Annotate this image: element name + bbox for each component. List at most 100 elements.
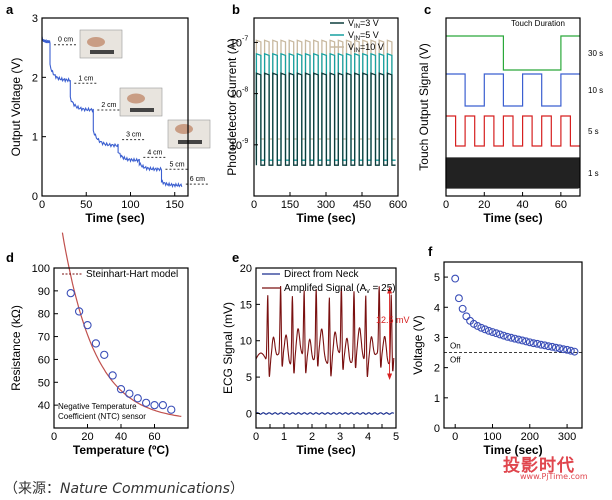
panel-f-ytick-label: 1 (434, 393, 440, 405)
panel-f-ylabel: Voltage (V) (411, 315, 425, 374)
panel-d-ytick-label: 100 (32, 263, 50, 275)
panel-a-inset-finger (175, 124, 193, 134)
panel-d-point (66, 288, 75, 298)
panel-a-inset-sensor (130, 108, 154, 112)
panel-f-point (473, 322, 482, 330)
panel-f-point (510, 334, 519, 343)
panel-e-amplified-trace (255, 285, 395, 377)
panel-b-legend-label: VIN=3 V (348, 18, 379, 30)
panel-d-point (133, 394, 142, 403)
panel-b-ytick-label: 10 (230, 140, 242, 152)
panel-a-trace (41, 36, 183, 189)
panel-f-point (551, 343, 560, 352)
panel-d-note-line2: Coefficient (NTC) sensor (58, 412, 146, 421)
panel-f-off-label: Off (450, 356, 461, 365)
panel-b-series-0 (255, 72, 396, 166)
panel-d-ytick-label: 90 (38, 286, 50, 298)
panel-f-ytick-label: 0 (434, 423, 440, 435)
panel-c-xtick-label: 60 (555, 199, 567, 211)
panel-a-distance-label: 2 cm (101, 102, 116, 109)
panel-f-ytick-label: 5 (434, 272, 440, 284)
panel-b-xlabel: Time (sec) (296, 211, 355, 225)
panel-c-ylabel: Touch Output Signal (V) (417, 43, 431, 170)
panel-d-point (167, 405, 176, 414)
panel-f-point (537, 340, 545, 349)
panel-f-point (499, 331, 508, 340)
panel-d-panel-label: d (6, 250, 14, 265)
panel-f-point (484, 326, 493, 335)
panel-d-xtick-label: 0 (51, 431, 57, 443)
panel-b-ytick-exponent: -8 (242, 87, 248, 94)
panel-f-point (522, 337, 531, 346)
panel-f-point (540, 341, 549, 350)
panel-f-ytick-label: 2 (434, 363, 440, 375)
panel-c-row-trace (446, 35, 580, 71)
panel-a-ylabel: Output Voltage (V) (9, 58, 23, 157)
panel-d-ylabel: Resistance (kΩ) (9, 305, 23, 391)
panel-f-point (507, 333, 516, 342)
panel-b-panel-label: b (232, 2, 240, 17)
panel-d-model-curve (61, 232, 182, 417)
panel-c-row-label: 10 s (588, 86, 603, 95)
panel-a-xtick-label: 100 (121, 199, 139, 211)
panel-e-xtick-label: 4 (365, 431, 371, 443)
panel-e-ytick-label: 5 (246, 372, 252, 384)
panel-f-on-label: On (450, 342, 461, 351)
panel-b-ytick-label: 10 (230, 37, 242, 49)
panel-c-xtick-label: 0 (443, 199, 449, 211)
panel-f-point (492, 329, 501, 338)
panel-f-point (563, 345, 572, 354)
panel-b-legend-label: VIN=10 V (348, 42, 384, 54)
panel-e-panel-label: e (232, 250, 239, 265)
panel-f-xlabel: Time (sec) (483, 443, 542, 457)
panel-b-xtick-label: 0 (251, 199, 257, 211)
panel-f-point (458, 304, 467, 313)
panel-e-xlabel: Time (sec) (296, 443, 355, 457)
panel-d-ytick-label: 80 (38, 309, 50, 321)
panel-c-panel-label: c (424, 2, 431, 17)
panel-a-distance-label: 1 cm (78, 75, 93, 82)
panel-f-point (451, 274, 460, 283)
panel-d-note-line1: Negative Temperature (58, 402, 137, 411)
panel-f-point (525, 338, 534, 347)
panel-a-inset-sensor (90, 50, 114, 54)
panel-c-xtick-label: 20 (478, 199, 490, 211)
panel-f-ytick-label: 3 (434, 332, 440, 344)
panel-e-xtick-label: 0 (253, 431, 259, 443)
panel-f-point (570, 347, 579, 356)
panel-a-panel-label: a (6, 2, 14, 17)
panel-c-xtick-label: 40 (516, 199, 528, 211)
panel-d-xtick-label: 60 (148, 431, 160, 443)
panel-f-point (518, 336, 527, 345)
panel-a-ytick-label: 2 (32, 72, 38, 84)
panel-f-point (503, 332, 512, 341)
panel-e-ytick-label: 10 (240, 336, 252, 348)
panel-a-distance-label: 3 cm (126, 132, 141, 139)
panel-f-point (514, 335, 523, 344)
panel-f-point (529, 339, 538, 348)
panel-a-distance-label: 4 cm (147, 149, 162, 156)
panel-a-distance-label: 0 cm (58, 37, 73, 44)
panel-a-xtick-label: 50 (80, 199, 92, 211)
panel-d-point (108, 371, 117, 380)
caption-source: Nature Communications (60, 481, 230, 497)
panel-c-xlabel: Time (sec) (483, 211, 542, 225)
panel-f-xtick-label: 0 (452, 431, 458, 443)
caption: （来源：Nature Communications） (4, 478, 244, 498)
panel-c-row-trace (445, 157, 580, 189)
panel-e-arrow-head-top (387, 286, 393, 294)
panel-f-xtick-label: 100 (483, 431, 501, 443)
panel-d-ytick-label: 40 (38, 400, 50, 412)
panel-f-point (481, 325, 489, 334)
panel-d-point (91, 339, 101, 348)
panel-e-xtick-label: 2 (309, 431, 315, 443)
panel-e-ytick-label: 15 (240, 299, 252, 311)
panel-a-inset-sensor (178, 140, 202, 144)
panel-e-neck-trace (255, 412, 395, 415)
panel-a-distance-label: 6 cm (190, 176, 205, 183)
caption-suffix: ） (229, 481, 244, 497)
panel-f-point (544, 342, 553, 351)
panel-b-xtick-label: 300 (317, 199, 335, 211)
panel-e-scale-label: 12.5 mV (376, 315, 410, 325)
